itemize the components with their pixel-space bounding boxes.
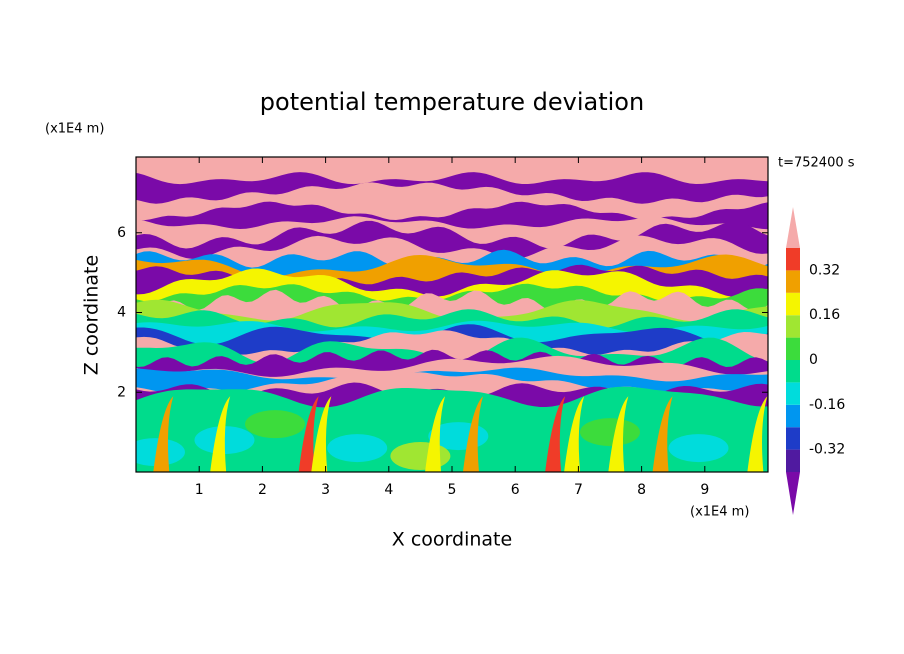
contour-fill [652,396,673,472]
colorbar-tick-label: 0 [809,352,818,368]
x-tick-label: 1 [195,482,204,498]
colorbar-segment [786,382,800,405]
colorbar-segment [786,292,800,316]
colorbar-tick-label: -0.32 [809,442,845,458]
y-tick-label: 2 [117,384,126,400]
contour-fill [425,396,446,472]
colorbar-tick-label: 0.32 [809,262,840,278]
contour-fill [747,396,768,472]
x-unit: (x1E4 m) [690,505,749,520]
colorbar-extend-low [786,472,800,515]
x-axis-label: X coordinate [392,529,512,551]
colorbar-extend-high [786,207,800,248]
contour-fill [311,396,332,472]
contour-fill [327,434,388,463]
contour-field [136,157,768,472]
time-label: t=752400 s [778,156,855,171]
colorbar-segment [786,449,800,472]
colorbar-segment [786,404,800,428]
contour-fill [668,434,729,463]
x-tick-label: 7 [574,482,583,498]
colorbar-segment [786,315,800,338]
colorbar-segment [786,337,800,360]
contour-fill [580,418,640,447]
x-tick-label: 5 [448,482,457,498]
x-tick-label: 2 [258,482,267,498]
y-tick-label: 4 [117,305,126,321]
colorbar-tick-label: -0.16 [809,397,845,413]
contour-fill [210,396,231,472]
colorbar-segment [786,270,800,293]
y-unit: (x1E4 m) [45,122,104,137]
colorbar-tick-label: 0.16 [809,307,840,323]
contour-fill [608,396,629,472]
contour-fill [545,396,566,472]
contour-fill [153,396,174,472]
x-tick-label: 6 [511,482,520,498]
x-tick-label: 3 [321,482,330,498]
contour-fill [390,442,451,471]
y-axis-label: Z coordinate [81,255,103,375]
colorbar-segment [786,360,800,383]
contour-fill [564,396,585,472]
contour-fill [298,396,319,472]
colorbar-segment [786,248,800,271]
x-tick-label: 4 [384,482,393,498]
contour-fill [245,410,306,439]
colorbar-segment [786,427,800,450]
chart-title: potential temperature deviation [260,88,644,116]
x-tick-label: 8 [637,482,646,498]
contour-fill [462,396,483,472]
y-tick-label: 6 [117,225,126,241]
x-tick-label: 9 [700,482,709,498]
